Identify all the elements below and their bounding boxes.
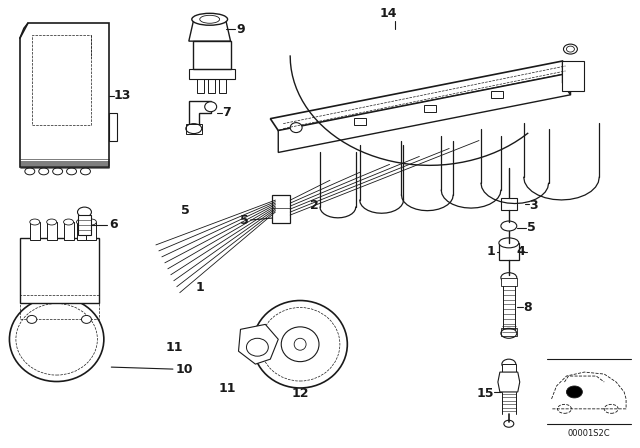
Ellipse shape [557,405,572,414]
Polygon shape [189,19,230,41]
Polygon shape [189,101,211,129]
Ellipse shape [47,219,57,225]
Ellipse shape [290,123,302,133]
Ellipse shape [246,338,268,356]
Ellipse shape [200,15,220,23]
Ellipse shape [294,338,306,350]
Ellipse shape [186,124,202,134]
Bar [86,222,97,240]
Bar [196,79,204,93]
Ellipse shape [77,219,86,225]
Ellipse shape [16,303,97,375]
Ellipse shape [39,168,49,175]
Polygon shape [499,243,519,260]
Text: 5: 5 [181,203,189,216]
Ellipse shape [502,359,516,369]
Bar [186,124,202,134]
Ellipse shape [260,307,340,381]
Ellipse shape [81,168,90,175]
Polygon shape [20,23,109,168]
Text: 1: 1 [196,281,205,294]
Text: 5: 5 [241,214,249,227]
Bar [47,222,57,240]
Polygon shape [270,61,570,130]
Bar [272,195,290,223]
Bar [20,294,99,319]
Bar [189,69,234,79]
Ellipse shape [192,13,228,25]
Bar [32,35,92,125]
Ellipse shape [10,297,104,382]
Polygon shape [278,73,570,152]
Ellipse shape [501,273,516,283]
Text: 3: 3 [529,198,538,211]
Ellipse shape [281,327,319,362]
Ellipse shape [253,301,348,388]
Ellipse shape [566,46,575,52]
Ellipse shape [499,238,519,248]
Ellipse shape [52,168,63,175]
Polygon shape [563,61,570,95]
Text: 00001S2C: 00001S2C [567,429,610,438]
Text: 2: 2 [310,198,319,211]
Bar [20,238,99,302]
Text: 8: 8 [524,301,532,314]
Text: 9: 9 [237,23,245,36]
Text: 14: 14 [380,7,397,20]
Text: 13: 13 [113,89,131,102]
Bar [492,91,503,98]
Bar [63,222,74,240]
Text: 10: 10 [176,362,193,375]
Bar [424,104,436,112]
Bar [77,222,86,240]
Bar [208,79,214,93]
Bar [30,222,40,240]
Text: 4: 4 [516,246,525,258]
Text: 7: 7 [223,106,231,119]
Ellipse shape [205,102,217,112]
Text: 15: 15 [477,388,495,401]
Ellipse shape [63,219,74,225]
Ellipse shape [504,420,514,427]
Bar [501,278,516,286]
Bar [502,364,516,372]
Ellipse shape [86,219,97,225]
Ellipse shape [27,315,36,323]
Polygon shape [563,61,584,91]
Ellipse shape [501,328,516,338]
Ellipse shape [566,386,582,398]
Ellipse shape [25,168,35,175]
Text: 11: 11 [166,341,184,354]
Bar [501,328,516,336]
Bar [193,41,230,69]
Polygon shape [239,324,278,364]
Polygon shape [498,372,520,392]
Ellipse shape [501,221,516,231]
Text: 12: 12 [291,388,309,401]
Text: 6: 6 [109,219,118,232]
Text: 5: 5 [527,221,536,234]
Ellipse shape [604,405,618,414]
Bar [219,79,225,93]
Text: 1: 1 [487,246,496,258]
Ellipse shape [81,315,92,323]
Ellipse shape [563,44,577,54]
Ellipse shape [77,207,92,217]
Text: 11: 11 [219,383,236,396]
Bar [501,198,516,210]
Bar [77,215,92,235]
Ellipse shape [67,168,77,175]
Ellipse shape [30,219,40,225]
Bar [109,113,117,141]
Bar [354,118,366,125]
